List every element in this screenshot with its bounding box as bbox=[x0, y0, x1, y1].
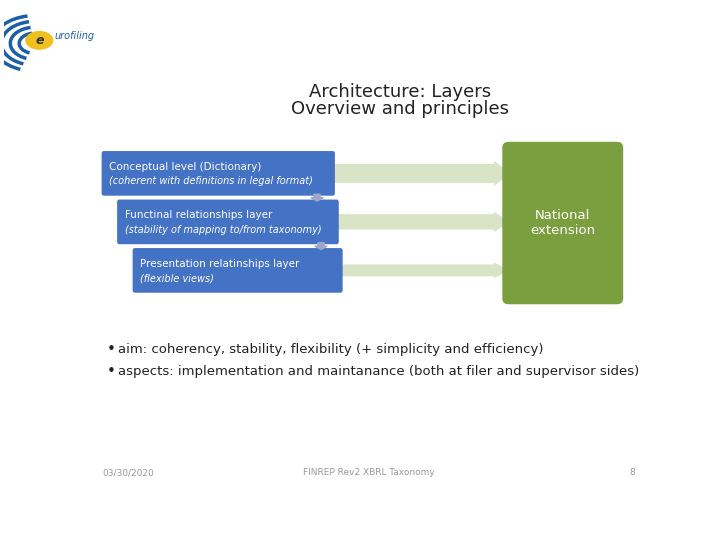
Polygon shape bbox=[315, 242, 327, 249]
Text: aspects: implementation and maintanance (both at filer and supervisor sides): aspects: implementation and maintanance … bbox=[118, 364, 639, 378]
Polygon shape bbox=[333, 162, 508, 185]
FancyBboxPatch shape bbox=[102, 151, 335, 195]
Text: (coherent with definitions in legal format): (coherent with definitions in legal form… bbox=[109, 177, 313, 186]
Text: 03/30/2020: 03/30/2020 bbox=[102, 468, 154, 477]
Text: •: • bbox=[107, 364, 116, 379]
Text: e: e bbox=[35, 34, 44, 47]
FancyBboxPatch shape bbox=[132, 248, 343, 293]
Text: Architecture: Layers: Architecture: Layers bbox=[309, 83, 491, 101]
Text: aim: coherency, stability, flexibility (+ simplicity and efficiency): aim: coherency, stability, flexibility (… bbox=[118, 343, 544, 356]
Text: (stability of mapping to/from taxonomy): (stability of mapping to/from taxonomy) bbox=[125, 225, 322, 235]
Text: •: • bbox=[107, 342, 116, 357]
Text: FINREP Rev2 XBRL Taxonomy: FINREP Rev2 XBRL Taxonomy bbox=[303, 468, 435, 477]
Text: Functinal relationships layer: Functinal relationships layer bbox=[125, 210, 272, 220]
Text: National
extension: National extension bbox=[530, 209, 595, 237]
Text: 8: 8 bbox=[630, 468, 636, 477]
Text: Conceptual level (Dictionary): Conceptual level (Dictionary) bbox=[109, 161, 262, 172]
FancyBboxPatch shape bbox=[117, 200, 339, 244]
Polygon shape bbox=[311, 194, 323, 201]
Text: Presentation relatinships layer: Presentation relatinships layer bbox=[140, 259, 300, 268]
Polygon shape bbox=[337, 264, 508, 278]
Text: urofiling: urofiling bbox=[55, 31, 95, 41]
Text: Overview and principles: Overview and principles bbox=[291, 100, 509, 118]
Text: (flexible views): (flexible views) bbox=[140, 273, 215, 284]
Polygon shape bbox=[335, 213, 508, 231]
Circle shape bbox=[26, 32, 53, 49]
FancyBboxPatch shape bbox=[503, 142, 624, 304]
